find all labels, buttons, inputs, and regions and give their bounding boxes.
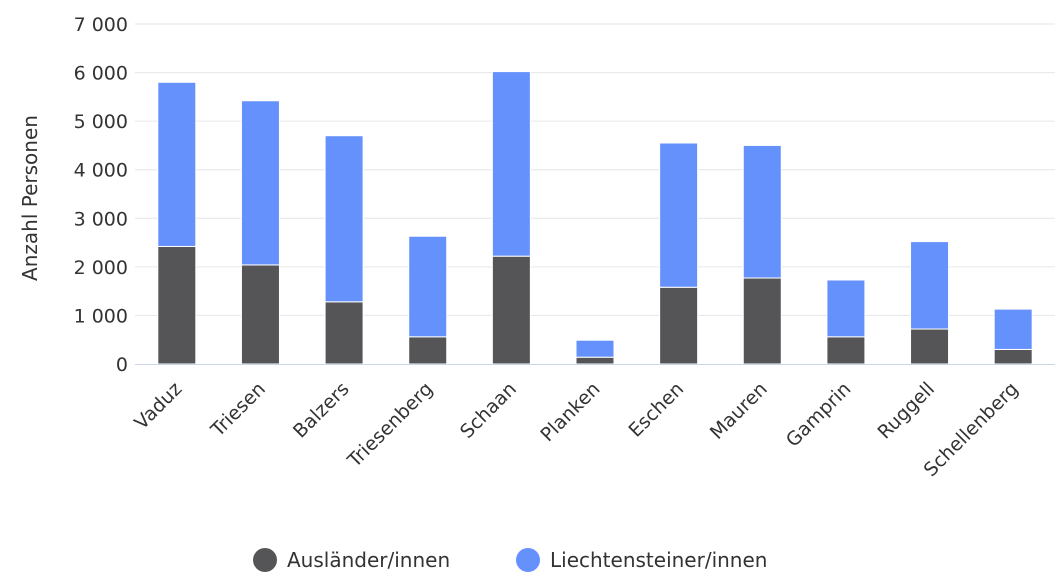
y-tick-label: 4 000 (74, 160, 128, 182)
bar-segment-liechtensteiner[interactable] (157, 81, 197, 247)
bars (157, 71, 1033, 365)
x-tick-label: Triesen (206, 378, 270, 442)
bar-segment-auslaender[interactable] (575, 356, 615, 365)
bar-segment-auslaender[interactable] (742, 277, 782, 365)
legend-marker (516, 548, 540, 572)
bar-segment-auslaender[interactable] (240, 264, 280, 365)
x-tick-label: Balzers (289, 378, 354, 443)
bar-segment-auslaender[interactable] (659, 286, 699, 365)
bar-segment-liechtensteiner[interactable] (742, 144, 782, 279)
y-tick-label: 3 000 (74, 208, 128, 230)
x-tick-label: Schaan (456, 378, 521, 443)
bar-segment-auslaender[interactable] (993, 348, 1033, 365)
bar-segment-liechtensteiner[interactable] (910, 241, 950, 330)
y-tick-label: 0 (116, 354, 128, 376)
bar-segment-auslaender[interactable] (910, 328, 950, 365)
x-tick-label: Triesenberg (343, 378, 437, 472)
x-tick-label: Gamprin (782, 378, 856, 452)
y-axis-label: Anzahl Personen (18, 115, 42, 281)
bar-segment-liechtensteiner[interactable] (575, 339, 615, 358)
legend-label[interactable]: Ausländer/innen (287, 548, 450, 572)
legend-marker (253, 548, 277, 572)
bar-segment-liechtensteiner[interactable] (826, 279, 866, 338)
y-tick-label: 7 000 (74, 14, 128, 36)
bar-segment-auslaender[interactable] (324, 301, 364, 365)
x-tick-label: Ruggell (873, 378, 939, 444)
grid-lines (135, 23, 1055, 316)
legend: Ausländer/innen Liechtensteiner/innen (253, 548, 767, 572)
x-tick-label: Vaduz (130, 378, 186, 434)
bar-segment-liechtensteiner[interactable] (491, 71, 531, 257)
y-tick-label: 5 000 (74, 111, 128, 133)
bar-segment-auslaender[interactable] (491, 255, 531, 365)
bar-segment-auslaender[interactable] (157, 245, 197, 365)
bar-segment-liechtensteiner[interactable] (993, 308, 1033, 350)
x-tick-label: Planken (536, 378, 604, 446)
y-tick-label: 2 000 (74, 257, 128, 279)
y-tick-label: 6 000 (74, 63, 128, 85)
y-tick-label: 1 000 (74, 305, 128, 327)
x-tick-label: Eschen (624, 378, 688, 442)
bar-segment-liechtensteiner[interactable] (659, 142, 699, 288)
y-tick-labels: 0 1 000 2 000 3 000 4 000 5 000 6 000 7 000 (74, 14, 128, 376)
legend-label[interactable]: Liechtensteiner/innen (550, 548, 767, 572)
x-tick-label: Mauren (706, 378, 772, 444)
bar-segment-auslaender[interactable] (826, 336, 866, 365)
bar-segment-liechtensteiner[interactable] (240, 100, 280, 266)
bar-segment-liechtensteiner[interactable] (408, 235, 448, 338)
bar-segment-liechtensteiner[interactable] (324, 135, 364, 303)
bar-segment-auslaender[interactable] (408, 336, 448, 365)
